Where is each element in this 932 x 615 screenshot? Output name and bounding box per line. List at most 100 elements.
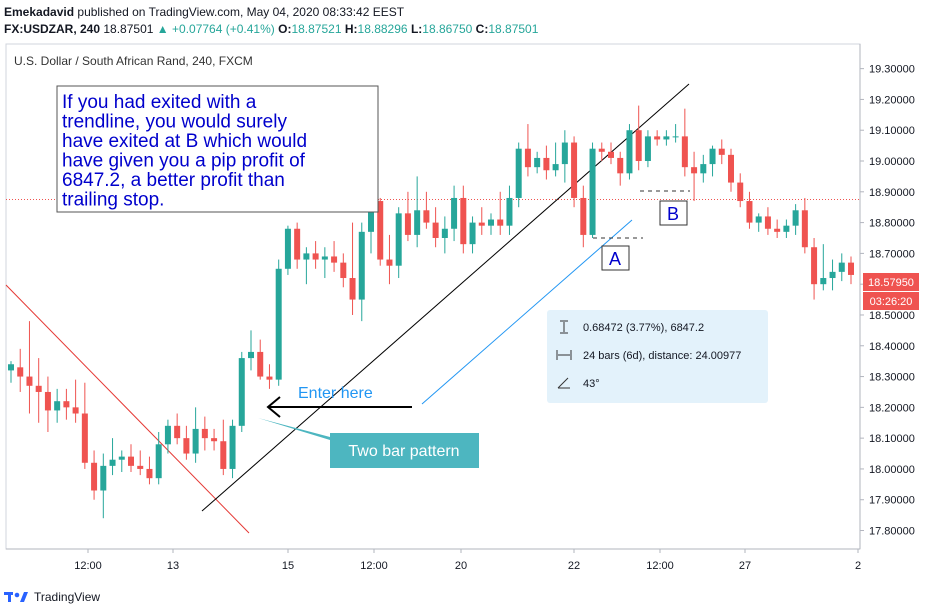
candle[interactable] — [746, 191, 753, 229]
candle[interactable] — [497, 191, 504, 235]
candle[interactable] — [783, 219, 790, 238]
candle[interactable] — [100, 453, 107, 519]
candle[interactable] — [238, 351, 245, 432]
candle[interactable] — [81, 382, 88, 469]
candle[interactable] — [524, 124, 531, 177]
tradingview-logo-icon[interactable] — [4, 590, 30, 604]
candle[interactable] — [404, 191, 411, 242]
candle[interactable] — [146, 456, 153, 485]
candle[interactable] — [183, 425, 190, 460]
candle[interactable] — [340, 253, 347, 288]
candle[interactable] — [469, 216, 476, 254]
candle[interactable] — [128, 444, 134, 473]
candle[interactable] — [848, 256, 854, 285]
candle[interactable] — [764, 207, 771, 235]
candle[interactable] — [728, 148, 734, 192]
candle[interactable] — [72, 379, 79, 423]
candle[interactable] — [608, 142, 614, 165]
candle[interactable] — [820, 244, 827, 291]
candle[interactable] — [617, 151, 624, 186]
candle[interactable] — [432, 207, 439, 248]
candle[interactable] — [349, 222, 356, 315]
candle[interactable] — [589, 142, 596, 238]
candle[interactable] — [220, 419, 227, 476]
uptrend-line[interactable] — [201, 83, 690, 512]
candle[interactable] — [137, 450, 144, 476]
candle[interactable] — [792, 204, 799, 235]
candle[interactable] — [737, 173, 744, 208]
candle[interactable] — [478, 207, 485, 235]
candle[interactable] — [552, 142, 559, 177]
candle[interactable] — [192, 407, 199, 463]
downtrend-line[interactable] — [5, 284, 250, 534]
candle[interactable] — [312, 241, 319, 269]
measure-line[interactable] — [421, 219, 633, 405]
candle[interactable] — [654, 130, 661, 146]
candle[interactable] — [164, 419, 171, 454]
candle[interactable] — [838, 253, 845, 282]
candle[interactable] — [54, 388, 61, 423]
candle[interactable] — [561, 130, 568, 183]
candle[interactable] — [709, 145, 716, 177]
measure-info-box[interactable]: 0.68472 (3.77%), 6847.2 24 bars (6d), di… — [547, 310, 768, 403]
candle[interactable] — [17, 348, 24, 392]
footer-brand[interactable]: TradingView — [34, 590, 101, 604]
candle[interactable] — [774, 219, 781, 238]
candle[interactable] — [248, 330, 254, 371]
candle[interactable] — [451, 185, 458, 242]
candle[interactable] — [672, 124, 679, 143]
candle[interactable] — [257, 339, 264, 380]
candle[interactable] — [63, 388, 70, 420]
two-bar-pattern-callout[interactable] — [330, 433, 479, 468]
candle[interactable] — [26, 321, 33, 414]
candle[interactable] — [35, 358, 42, 423]
candle[interactable] — [423, 191, 430, 229]
candle[interactable] — [229, 419, 236, 479]
candle[interactable] — [284, 225, 291, 275]
candle[interactable] — [598, 142, 605, 162]
label-b-box[interactable] — [659, 200, 688, 226]
candle[interactable] — [681, 108, 688, 177]
candle[interactable] — [155, 431, 162, 485]
label-a-box[interactable] — [601, 245, 630, 271]
candle[interactable] — [534, 151, 541, 174]
candle[interactable] — [91, 450, 98, 500]
candle[interactable] — [515, 142, 522, 208]
candle[interactable] — [8, 361, 14, 383]
candle[interactable] — [201, 416, 208, 451]
candle[interactable] — [441, 216, 448, 254]
candle[interactable] — [303, 247, 310, 285]
candle[interactable] — [331, 241, 338, 272]
candle[interactable] — [543, 145, 550, 180]
candle[interactable] — [580, 185, 587, 248]
candle[interactable] — [395, 207, 402, 279]
publisher-name[interactable]: Emekadavid — [4, 5, 75, 19]
candle[interactable] — [801, 197, 808, 254]
candle[interactable] — [109, 438, 116, 476]
candle[interactable] — [811, 237, 818, 300]
candle[interactable] — [829, 259, 836, 291]
price-chart[interactable]: U.S. Dollar / South African Rand, 240, F… — [0, 0, 932, 590]
candle[interactable] — [294, 222, 301, 269]
candle[interactable] — [644, 130, 651, 168]
candle[interactable] — [663, 130, 670, 146]
candle[interactable] — [571, 136, 578, 208]
candle[interactable] — [691, 151, 698, 202]
candle[interactable] — [460, 185, 467, 254]
candle[interactable] — [700, 154, 707, 183]
candle[interactable] — [377, 197, 384, 266]
candle[interactable] — [635, 105, 642, 171]
candle[interactable] — [266, 364, 273, 389]
candle[interactable] — [488, 213, 494, 235]
candle[interactable] — [414, 176, 421, 248]
candle[interactable] — [174, 413, 181, 445]
candle[interactable] — [44, 376, 51, 432]
candle[interactable] — [718, 139, 725, 165]
candle[interactable] — [626, 124, 633, 180]
candle[interactable] — [506, 185, 513, 235]
candle[interactable] — [118, 450, 125, 473]
candle[interactable] — [211, 428, 218, 451]
candle[interactable] — [755, 213, 762, 232]
candle[interactable] — [386, 234, 393, 285]
